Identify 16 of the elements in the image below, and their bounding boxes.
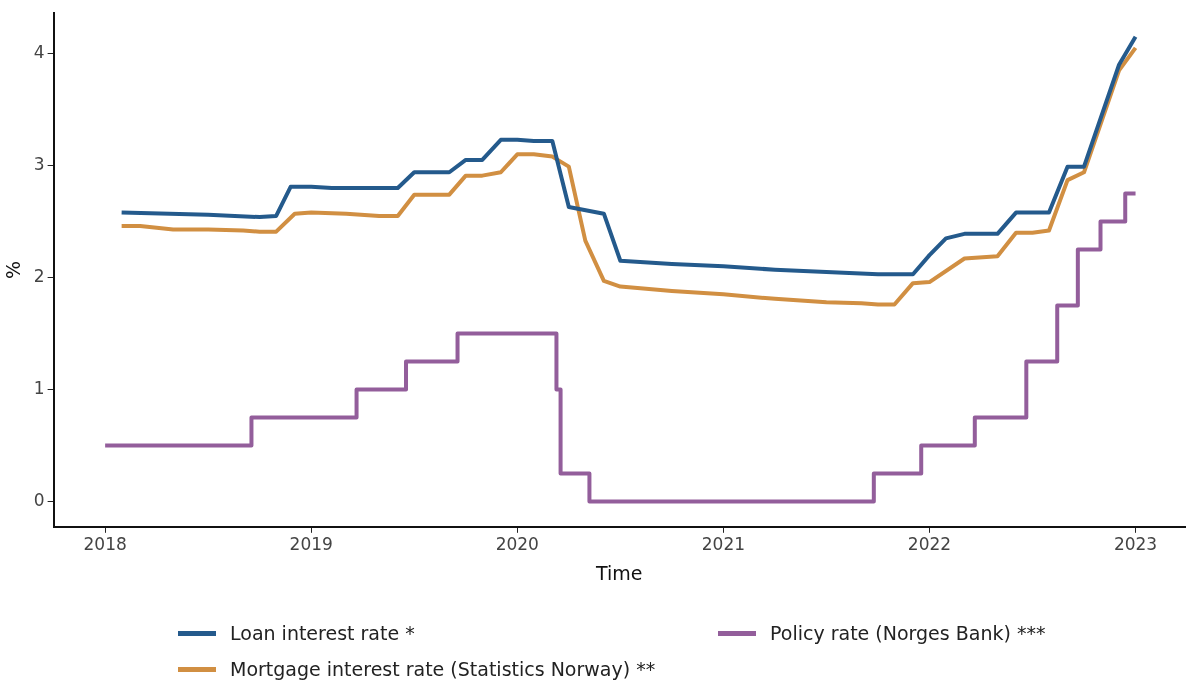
x-tick-label: 2018	[83, 534, 127, 555]
x-tick-label: 2019	[289, 534, 333, 555]
y-axis-title: %	[2, 260, 25, 280]
x-tick-label: 2020	[495, 534, 539, 555]
legend-label: Loan interest rate *	[230, 622, 415, 644]
legend-label: Policy rate (Norges Bank) ***	[770, 622, 1046, 644]
x-tick-label: 2023	[1113, 534, 1158, 555]
y-tick-label: 2	[33, 265, 45, 286]
x-tick-label: 2021	[701, 534, 746, 555]
y-tick-label: 4	[33, 41, 45, 62]
y-tick-label: 1	[33, 378, 45, 398]
x-axis-title: Time	[595, 561, 643, 584]
y-tick-label: 3	[33, 153, 45, 174]
legend-label: Mortgage interest rate (Statistics Norway) **	[230, 658, 656, 680]
x-tick-label: 2022	[907, 534, 952, 555]
y-tick-label: 0	[33, 490, 45, 511]
